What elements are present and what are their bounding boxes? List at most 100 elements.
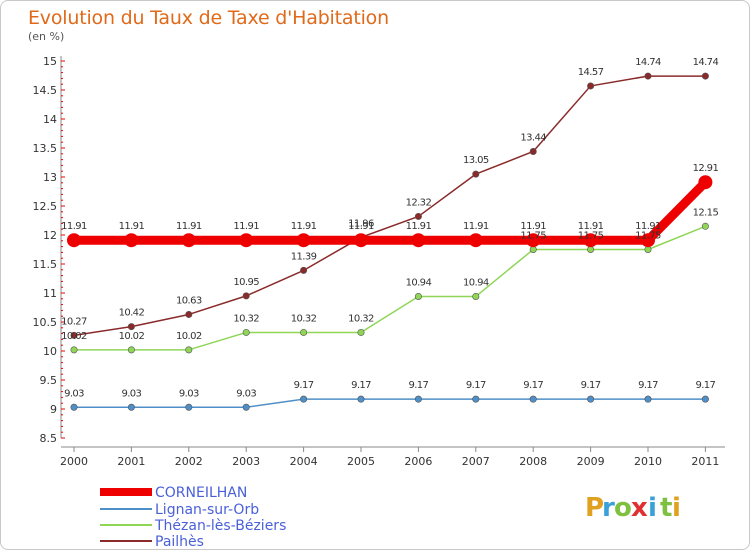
data-label: 10.02 [119, 331, 145, 342]
y-tick-label: 14.5 [33, 84, 58, 97]
data-label: 9.03 [64, 388, 84, 399]
data-point [472, 170, 480, 178]
data-label: 11.91 [348, 221, 374, 232]
y-tick-label: 12.5 [33, 200, 58, 213]
y-tick-label: 15 [43, 55, 57, 68]
data-point [127, 346, 135, 354]
y-tick-label: 12 [43, 229, 57, 242]
logo-letter: i [672, 493, 681, 523]
series-line-2 [73, 225, 707, 351]
data-point [124, 233, 139, 248]
proxiti-logo: Pr o x i t i [585, 493, 681, 523]
chart-axes: 8.5 9 9.5 10 10.5 11 11.5 12 12.5 13 13.5 14 14.5 15 2… [33, 55, 725, 468]
data-label: 11.91 [291, 221, 317, 232]
data-label: 12.15 [693, 207, 719, 218]
logo-letter: r [602, 493, 615, 523]
data-label: 10.94 [406, 277, 432, 288]
x-tick-label: 2005 [347, 455, 375, 468]
x-tick-label: 2000 [60, 455, 88, 468]
data-point [127, 403, 135, 411]
logo-letter: i [648, 493, 657, 523]
x-tick-label: 2004 [290, 455, 318, 468]
y-tick-label: 10 [43, 345, 57, 358]
legend-entry: Thézan-lès-Béziers [154, 518, 286, 534]
data-label: 9.17 [408, 380, 428, 391]
series-line-1 [73, 398, 707, 409]
data-label: 10.32 [233, 313, 259, 324]
data-label: 10.02 [61, 331, 87, 342]
chart-title: Evolution du Taux de Taxe d'Habitation [28, 7, 389, 29]
y-tick-label: 9 [50, 403, 57, 416]
data-point [239, 233, 254, 248]
data-label: 13.05 [463, 155, 489, 166]
data-label: 10.42 [119, 308, 145, 319]
data-point [472, 292, 480, 300]
data-point [300, 266, 308, 274]
data-label: 11.91 [176, 221, 202, 232]
data-point [357, 328, 365, 336]
data-label: 10.02 [176, 331, 202, 342]
series-line-0 [69, 177, 710, 245]
x-tick-label: 2001 [117, 455, 145, 468]
data-label: 11.91 [233, 221, 259, 232]
x-tick-label: 2008 [519, 455, 547, 468]
series-line-3 [73, 75, 707, 337]
data-point [641, 233, 655, 248]
data-point [587, 82, 595, 90]
data-point [70, 403, 78, 411]
data-label: 11.75 [578, 231, 604, 242]
data-label: 9.03 [179, 388, 199, 399]
data-point [185, 310, 193, 318]
data-point [698, 175, 713, 190]
y-tick-label: 11.5 [33, 258, 58, 271]
data-label: 13.44 [520, 132, 546, 143]
x-tick-label: 2002 [175, 455, 203, 468]
data-point [185, 403, 193, 411]
data-point [468, 233, 483, 248]
logo-letter: t [660, 493, 672, 523]
y-tick-label: 14 [43, 113, 57, 126]
data-label: 11.91 [406, 221, 432, 232]
legend: CORNEILHANLignan-sur-OrbThézan-lès-Bézie… [100, 485, 286, 550]
y-tick-label: 8.5 [40, 432, 58, 445]
data-point [529, 147, 537, 155]
data-point [67, 233, 81, 248]
logo-letter: o [614, 493, 632, 523]
y-tick-label: 10.5 [33, 316, 58, 329]
data-point [529, 246, 537, 254]
data-label: 12.91 [693, 163, 719, 174]
data-point [357, 395, 365, 403]
data-label: 9.17 [581, 380, 601, 391]
data-point [181, 233, 196, 248]
x-tick-label: 2009 [577, 455, 605, 468]
data-label: 14.74 [693, 57, 719, 68]
data-label: 14.74 [635, 57, 661, 68]
data-point [127, 323, 135, 331]
data-label: 9.17 [695, 380, 715, 391]
data-point [587, 395, 595, 403]
x-tick-label: 2006 [404, 455, 432, 468]
y-tick-label: 9.5 [40, 374, 58, 387]
data-label: 11.91 [463, 221, 489, 232]
data-label: 11.96 [348, 218, 374, 229]
logo-letter: x [631, 493, 648, 523]
y-tick-label: 13.5 [33, 142, 58, 155]
data-point [411, 233, 426, 248]
data-point [414, 292, 422, 300]
data-label: 10.94 [463, 277, 489, 288]
y-tick-label: 11 [43, 287, 57, 300]
data-label: 11.91 [61, 221, 87, 232]
data-point [701, 222, 709, 230]
data-label: 14.57 [578, 67, 604, 78]
data-label: 11.91 [578, 221, 604, 232]
x-tick-label: 2003 [232, 455, 260, 468]
data-point [644, 246, 652, 254]
data-label: 11.91 [520, 221, 546, 232]
data-point [414, 395, 422, 403]
data-point [587, 246, 595, 254]
data-label: 12.32 [406, 197, 432, 208]
chart-subtitle: (en %) [28, 30, 65, 43]
data-label: 10.63 [176, 295, 202, 306]
data-point [701, 395, 709, 403]
